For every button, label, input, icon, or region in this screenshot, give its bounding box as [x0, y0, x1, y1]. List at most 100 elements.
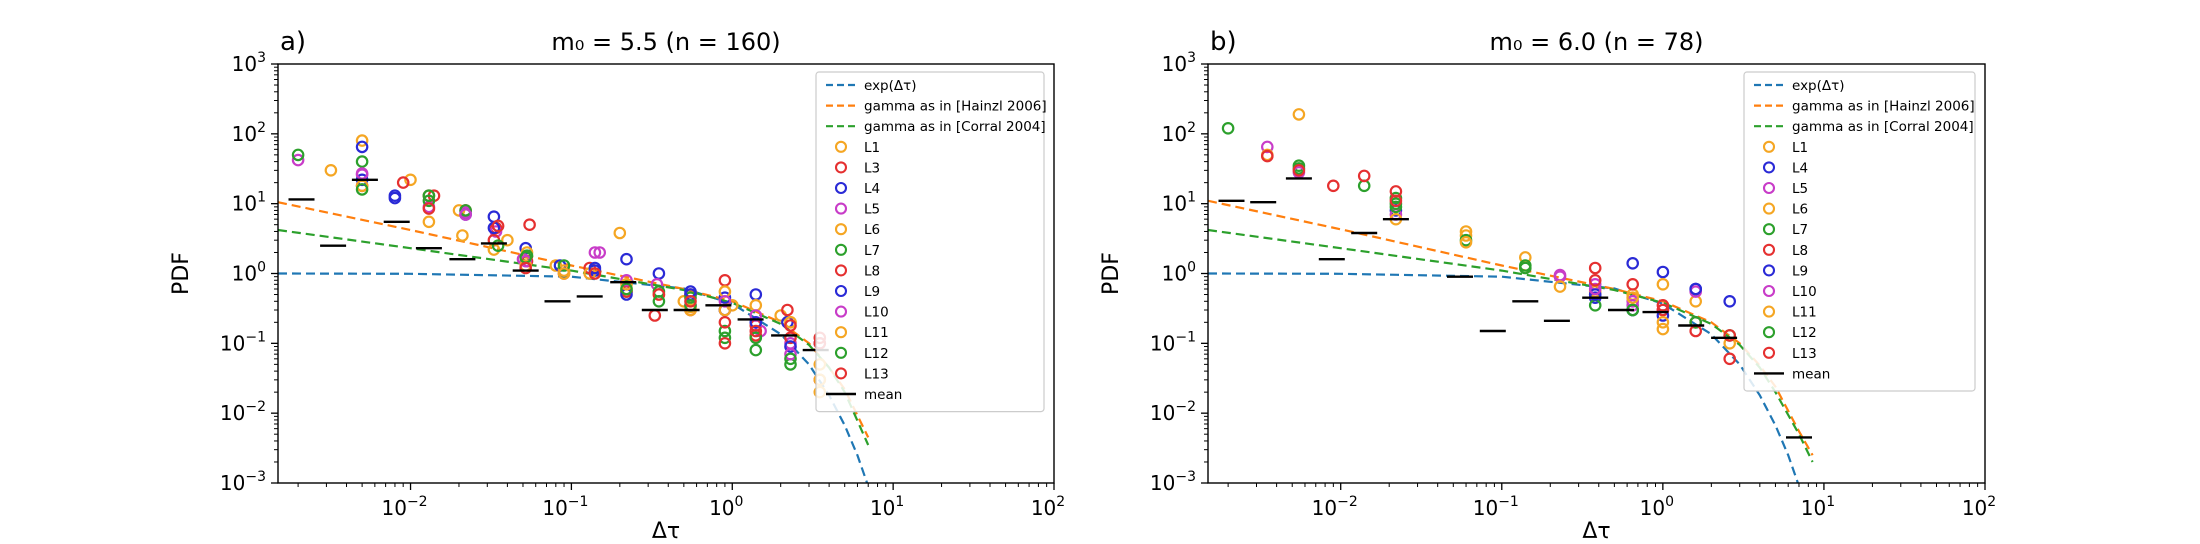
legend-label: L4: [1792, 160, 1808, 176]
x-tick-label: 10−1: [1473, 494, 1519, 520]
point-l13: [1588, 273, 1602, 287]
point-l1: [613, 226, 627, 240]
point-l1: [1292, 108, 1306, 121]
curve-gamma-as-in-corral-2004: [278, 228, 870, 446]
x-tick-label: 10−2: [381, 494, 427, 520]
point-l9: [588, 261, 602, 275]
legend-label: L1: [1792, 140, 1808, 156]
y-tick-label: 10−2: [1150, 399, 1196, 425]
point-l12: [1519, 261, 1532, 275]
legend-item-l6: L6: [834, 222, 880, 238]
point-l3: [718, 273, 732, 287]
y-axis-label: PDF: [169, 252, 194, 295]
legend-box: [1743, 71, 1976, 392]
point-l7: [1588, 298, 1602, 312]
point-l13: [718, 315, 732, 329]
legend-label: L6: [864, 222, 880, 238]
legend-item-gamma-as-in-corral-2004: gamma as in [Corral 2004]: [826, 119, 1046, 135]
point-l4: [652, 267, 666, 280]
point-l7: [459, 204, 472, 217]
point-l5: [291, 153, 305, 167]
panel-letter: a): [280, 27, 306, 57]
panel-a: 10−2 10−1 100 101 102 10−3 10−2 10−1 100 101 102 10…: [169, 27, 1065, 544]
point-l9: [784, 340, 797, 353]
point-l10: [519, 254, 532, 268]
x-tick-label: 102: [1031, 494, 1065, 520]
point-l12: [784, 352, 797, 366]
legend-swatch: [834, 243, 848, 256]
plot-area: [278, 134, 870, 483]
point-l7: [684, 291, 697, 304]
legend-item-l12: L12: [1762, 325, 1817, 341]
curve-gamma-as-in-corral-2004: [1208, 228, 1814, 463]
legend-label: mean: [864, 387, 902, 403]
legend-item-gamma-as-in-corral-2004: gamma as in [Corral 2004]: [1754, 119, 1974, 135]
y-tick-label: 10−1: [220, 329, 266, 355]
point-l8: [652, 288, 666, 301]
legend-swatch: [1762, 223, 1776, 236]
point-l4: [1626, 256, 1639, 270]
point-l3: [396, 176, 410, 189]
point-l13: [588, 267, 602, 280]
legend-item-l10: L10: [834, 305, 889, 321]
y-tick-label: 10−2: [220, 399, 266, 425]
point-l11: [620, 277, 633, 291]
legend-label: L7: [864, 243, 880, 259]
legend-swatch: [834, 264, 848, 277]
legend-swatch: [1762, 264, 1776, 277]
legend-item-l9: L9: [834, 284, 880, 300]
y-tick-label: 103: [1162, 50, 1196, 76]
point-l9: [749, 315, 763, 329]
legend-swatch: [1762, 243, 1776, 256]
legend-item-l4: L4: [834, 181, 880, 197]
legend-item-l7: L7: [1762, 222, 1808, 238]
y-tick-label: 102: [232, 120, 266, 146]
legend-swatch: [834, 326, 848, 339]
y-tick-label: 100: [232, 260, 266, 286]
point-l1: [501, 233, 514, 247]
point-l4: [718, 291, 732, 304]
legend-item-l13: L13: [834, 366, 889, 382]
legend-swatch: [1762, 305, 1776, 318]
point-l9: [1588, 288, 1602, 301]
x-tick-label: 10−1: [542, 494, 588, 520]
point-l5: [1261, 140, 1274, 154]
chart-title: m₀ = 5.5 (n = 160): [551, 28, 780, 56]
point-l12: [491, 239, 505, 252]
legend-label: L11: [864, 325, 889, 341]
y-axis-label: PDF: [1099, 252, 1124, 295]
legend-item-l5: L5: [834, 202, 880, 218]
legend: exp(Δτ) gamma as in [Hainzl 2006] gamma as…: [1743, 71, 1976, 392]
point-l10: [784, 347, 797, 361]
legend-swatch: [1762, 161, 1776, 174]
legend-swatch: [1762, 140, 1776, 153]
point-l12: [1689, 315, 1702, 329]
y-tick-label: 10−3: [1150, 469, 1196, 495]
point-l10: [749, 309, 763, 322]
x-tick-label: 102: [1962, 494, 1996, 520]
point-l8: [1656, 303, 1670, 317]
legend-label: L10: [1792, 284, 1817, 300]
point-l7: [749, 343, 763, 357]
point-l11: [557, 267, 571, 280]
curve-exp: [1208, 272, 1800, 483]
legend-swatch: [834, 161, 848, 174]
legend-label: L6: [1792, 202, 1808, 218]
point-l9: [388, 191, 402, 205]
point-l1: [355, 134, 369, 147]
point-l8: [1723, 352, 1736, 366]
legend-swatch: [834, 140, 848, 153]
x-tick-label: 100: [709, 494, 743, 520]
legend-item-gamma-as-in-hainzl-2006: gamma as in [Hainzl 2006]: [826, 99, 1047, 115]
point-l13: [684, 294, 697, 308]
legend-label: L12: [1792, 325, 1817, 341]
curve-gamma-as-in-hainzl-2006: [1208, 199, 1814, 456]
legend-label: L11: [1792, 305, 1817, 321]
legend-item-l11: L11: [1762, 305, 1817, 321]
point-l6: [422, 215, 436, 229]
point-l13: [1389, 194, 1403, 208]
legend-item-l1: L1: [834, 140, 880, 156]
point-l1: [1656, 322, 1670, 336]
point-l12: [749, 331, 763, 345]
